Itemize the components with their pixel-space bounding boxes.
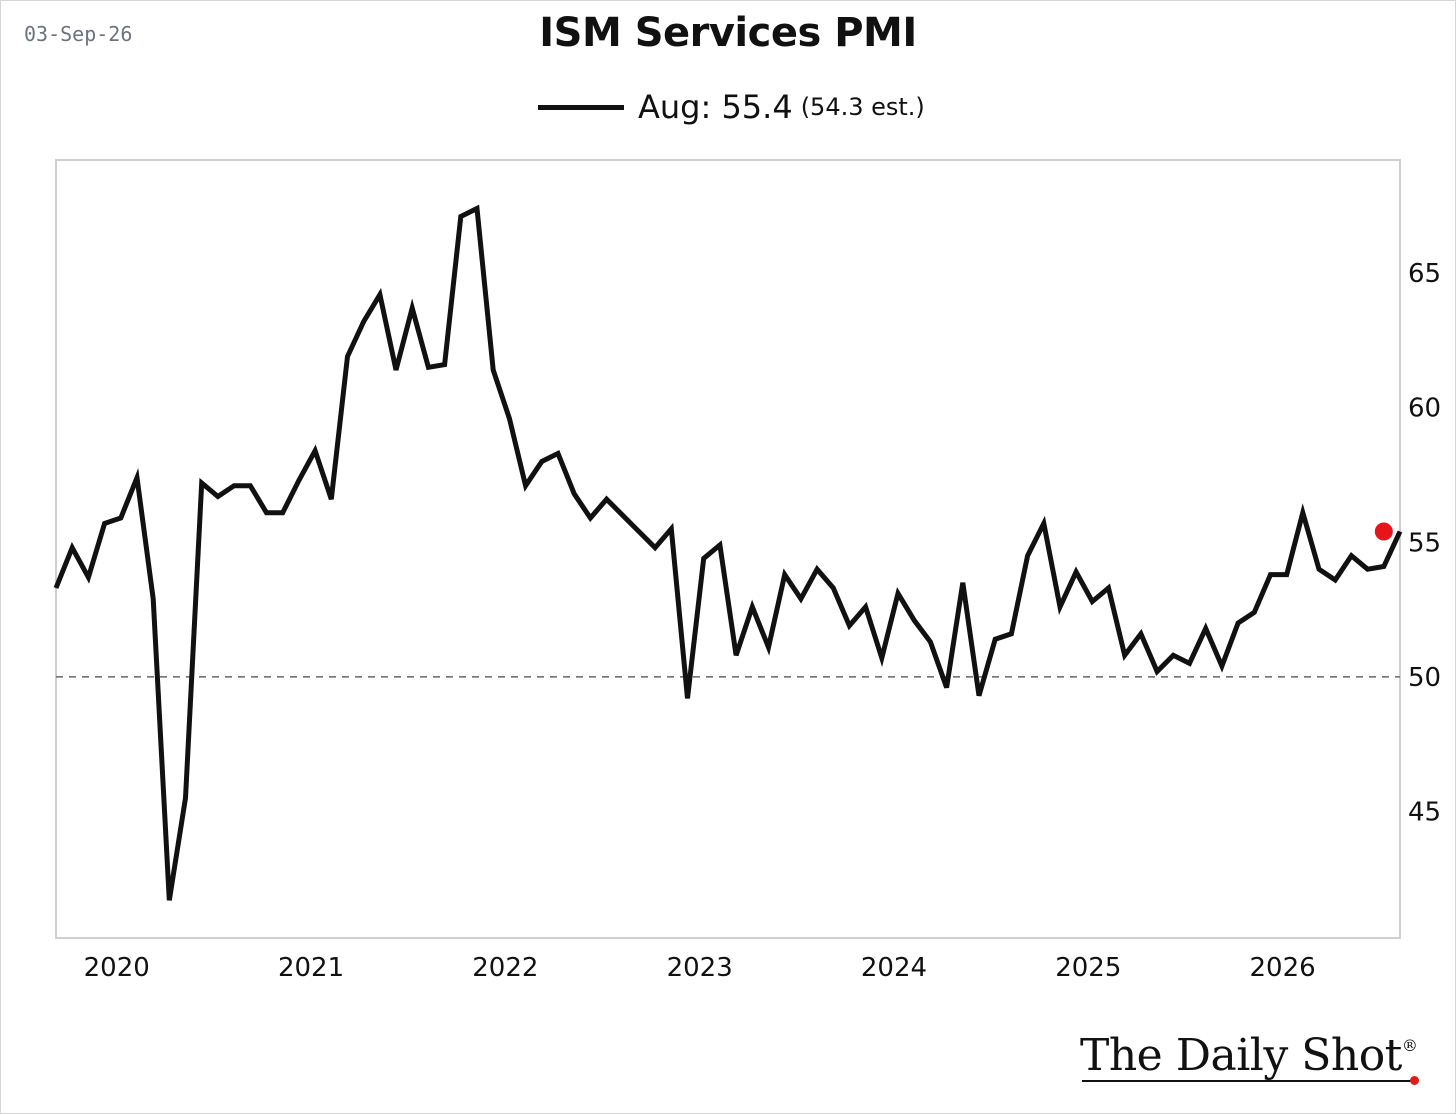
- x-axis: 2020 2021 2022 2023 2024 2025 2026: [84, 953, 1316, 983]
- x-tick-label: 2020: [84, 953, 150, 983]
- x-tick-label: 2023: [667, 953, 733, 983]
- legend: Aug: 55.4 (54.3 est.): [538, 88, 925, 126]
- y-tick-label: 50: [1408, 663, 1441, 693]
- plot-area: [55, 159, 1401, 939]
- x-tick-label: 2026: [1250, 953, 1316, 983]
- y-axis: 45 50 55 60 65: [1408, 259, 1441, 827]
- y-tick-label: 65: [1408, 259, 1441, 289]
- latest-value-point: [1374, 522, 1393, 541]
- logo-underline: [1082, 1080, 1412, 1082]
- brand-logo: The Daily Shot®: [1080, 1030, 1418, 1081]
- y-tick-label: 55: [1408, 528, 1441, 558]
- legend-label: Aug: 55.4: [638, 88, 793, 126]
- x-tick-label: 2021: [278, 953, 344, 983]
- chart-title: ISM Services PMI: [539, 10, 917, 56]
- x-tick-label: 2025: [1055, 953, 1121, 983]
- data-points: [54, 206, 1402, 902]
- logo-text: The Daily Shot: [1080, 1030, 1402, 1081]
- x-tick-label: 2024: [861, 953, 927, 983]
- date-stamp: 03-Sep-26: [24, 22, 133, 46]
- legend-line-swatch: [538, 104, 624, 110]
- logo-red-dot: [1410, 1076, 1419, 1085]
- x-tick-label: 2022: [472, 953, 538, 983]
- series-line: [53, 204, 1403, 901]
- y-tick-label: 60: [1408, 394, 1441, 424]
- y-tick-label: 45: [1408, 797, 1441, 827]
- registered-mark: ®: [1401, 1036, 1418, 1055]
- legend-estimate: (54.3 est.): [800, 93, 925, 121]
